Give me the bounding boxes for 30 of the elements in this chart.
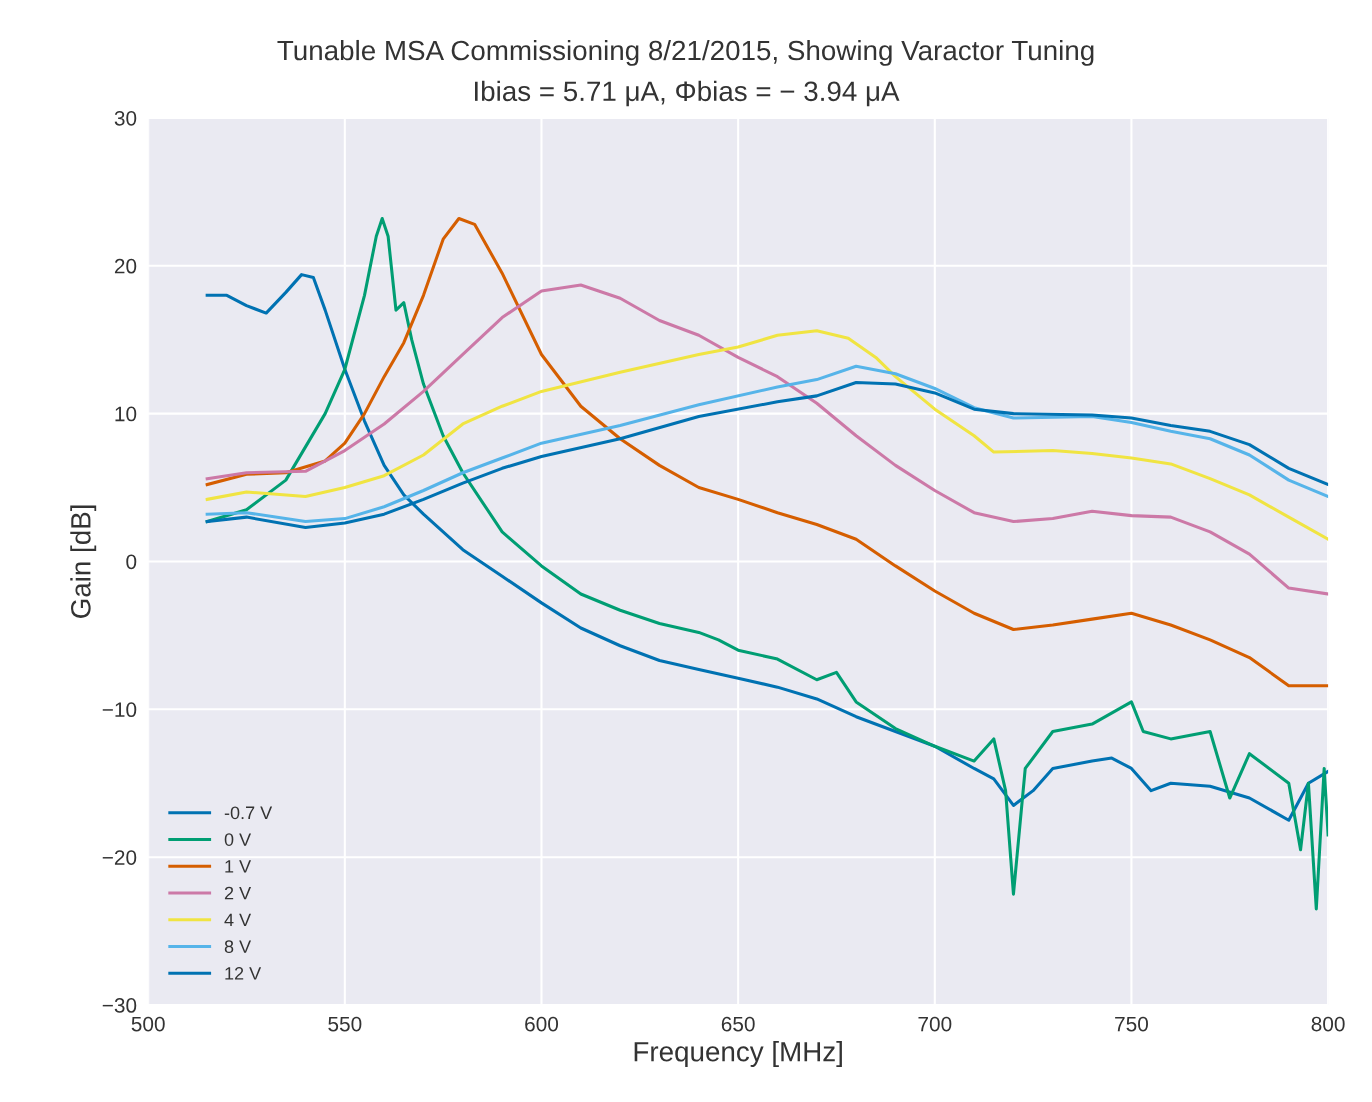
legend-label: 12 V — [225, 967, 262, 980]
x-tick-label: 700 — [918, 1016, 952, 1032]
x-tick-label: 500 — [131, 1016, 165, 1032]
x-tick-label: 650 — [721, 1016, 755, 1032]
y-tick-label: 20 — [114, 258, 137, 274]
x-tick-label: 550 — [328, 1016, 362, 1032]
x-tick-label: 800 — [1311, 1016, 1345, 1032]
legend-label: 0 V — [224, 833, 252, 846]
y-tick-label: 10 — [115, 406, 137, 422]
y-tick-label: 30 — [114, 110, 137, 126]
line-series — [205, 329, 1329, 541]
legend-label: 8 V — [224, 940, 252, 954]
line-series — [205, 216, 1329, 911]
y-tick-label: −30 — [102, 998, 137, 1013]
y-tick-label: −10 — [102, 702, 137, 718]
line-series — [205, 273, 1329, 822]
x-tick-label: 600 — [525, 1016, 559, 1032]
chart-subtitle: Ibias = 5.71 μA, Φbias = − 3.94 μA — [475, 80, 900, 107]
legend-label: -0.7 V — [224, 806, 273, 820]
y-tick-label: −20 — [102, 850, 137, 865]
x-tick-label: 750 — [1115, 1016, 1149, 1032]
legend-label: 1 V — [225, 860, 252, 873]
legend-label: 4 V — [224, 913, 252, 927]
x-axis-title: Frequency [MHz] — [634, 1041, 842, 1068]
chart-title: Tunable MSA Commissioning 8/21/2015, Showing Varactor Tuning — [277, 39, 1094, 66]
line-series — [205, 216, 1329, 688]
line-series — [205, 283, 1329, 596]
y-tick-label: 0 — [126, 554, 137, 570]
y-axis-title: Gain [dB] — [70, 505, 97, 618]
legend-label: 2 V — [224, 886, 252, 900]
